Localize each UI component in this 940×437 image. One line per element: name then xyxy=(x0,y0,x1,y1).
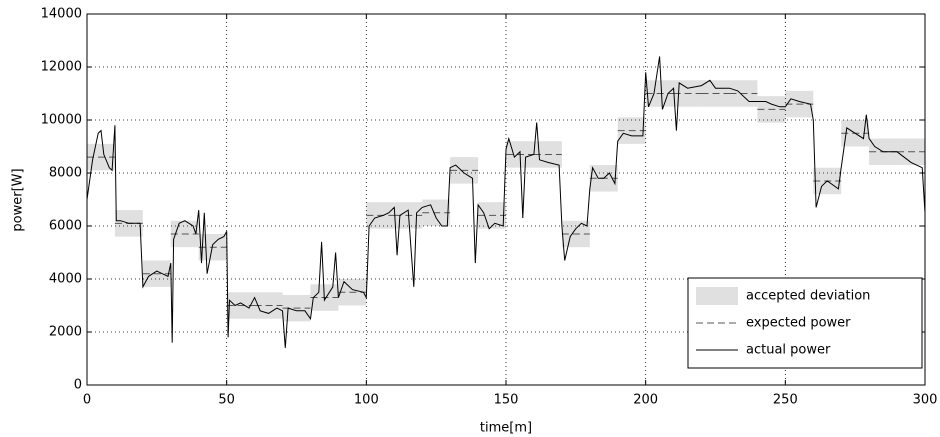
y-tick-label: 10000 xyxy=(41,113,82,128)
x-tick-label: 150 xyxy=(494,393,519,408)
legend-label: actual power xyxy=(746,343,831,358)
y-tick-label: 2000 xyxy=(49,325,82,340)
y-tick-label: 8000 xyxy=(49,166,82,181)
legend-label: expected power xyxy=(746,316,851,331)
plot-area xyxy=(86,13,926,386)
y-tick-label: 12000 xyxy=(41,60,82,75)
y-tick-label: 0 xyxy=(74,378,82,393)
y-tick-label: 4000 xyxy=(49,272,82,287)
y-axis-label: power[W] xyxy=(11,168,26,231)
x-tick-label: 100 xyxy=(354,393,379,408)
x-tick-label: 0 xyxy=(83,393,91,408)
x-tick-label: 250 xyxy=(773,393,798,408)
x-tick-label: 50 xyxy=(218,393,235,408)
legend-swatch xyxy=(696,287,738,305)
y-tick-label: 14000 xyxy=(41,7,82,22)
actual-line xyxy=(86,56,926,348)
legend-label: accepted deviation xyxy=(746,289,870,304)
x-axis-label: time[m] xyxy=(480,421,532,436)
legend: accepted deviation expected power actual p… xyxy=(687,277,923,369)
x-tick-label: 200 xyxy=(633,393,658,408)
x-tick-label: 300 xyxy=(913,393,938,408)
y-tick-label: 6000 xyxy=(49,219,82,234)
